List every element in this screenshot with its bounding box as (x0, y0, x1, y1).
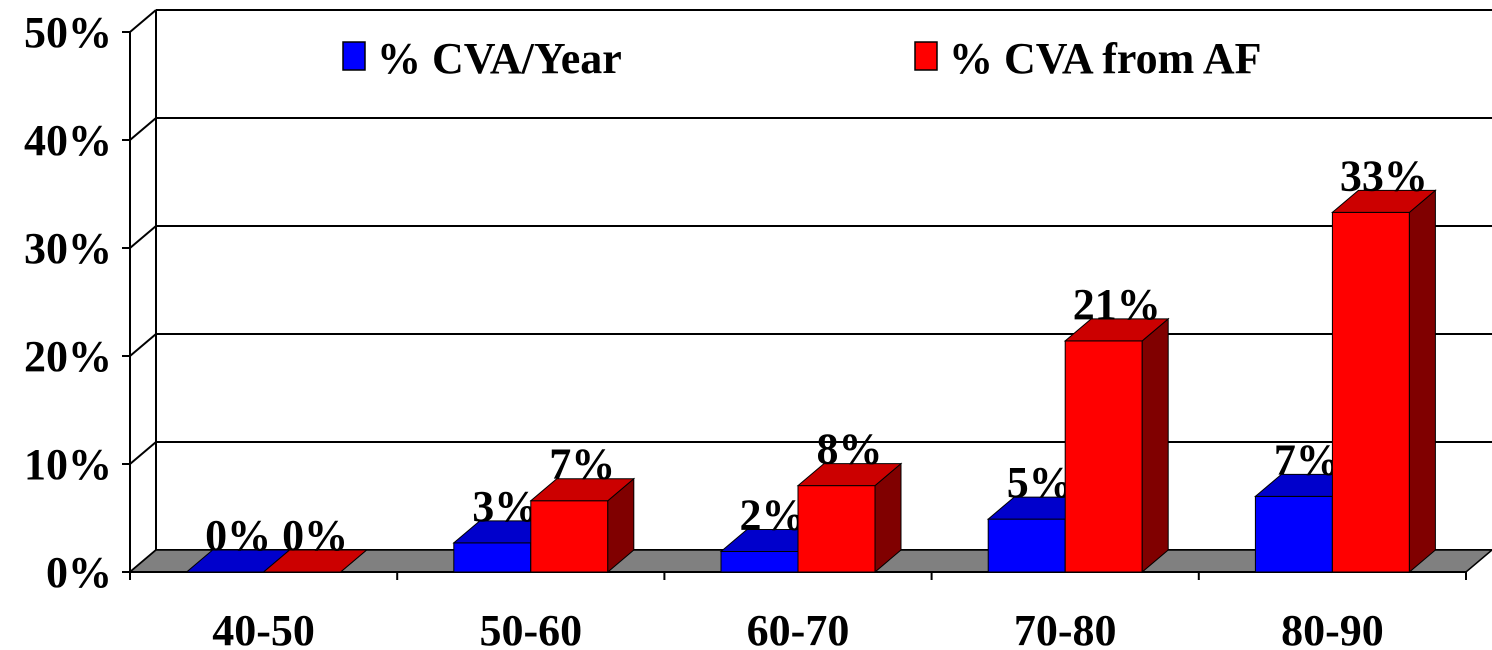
bar (720, 550, 799, 573)
bar-side (1141, 317, 1169, 574)
grid-side (129, 333, 157, 357)
data-label: 7% (1274, 435, 1340, 484)
y-tick-label: 50% (24, 8, 112, 57)
bar-top (262, 549, 368, 573)
data-label: 7% (549, 440, 615, 489)
x-tick-label: 70-80 (1014, 606, 1117, 650)
bar-top (529, 478, 636, 502)
bar-top (796, 463, 903, 487)
x-tick-label: 50-60 (479, 606, 582, 650)
data-label: 0% (282, 511, 348, 560)
bar (797, 485, 876, 573)
data-label: 2% (740, 490, 806, 539)
bar-side (1408, 189, 1436, 574)
data-label: 0% (205, 511, 271, 560)
bar-top (1331, 189, 1437, 213)
grid-side (129, 9, 157, 33)
grid-side (129, 225, 157, 249)
data-label: 8% (817, 425, 883, 474)
data-label: 33% (1340, 151, 1428, 200)
y-tick-label: 30% (24, 224, 112, 273)
bar (987, 518, 1066, 573)
data-label: 5% (1007, 458, 1073, 507)
bar (530, 500, 609, 573)
legend-swatch (342, 41, 366, 71)
data-label: 3% (472, 482, 538, 531)
legend-label: % CVA/Year (377, 34, 622, 83)
x-tick-label: 60-70 (747, 606, 850, 650)
y-tick-label: 20% (24, 332, 112, 381)
legend-label: % CVA from AF (949, 34, 1262, 83)
x-tick-label: 80-90 (1281, 606, 1384, 650)
bar (1254, 495, 1333, 573)
bar (1064, 340, 1143, 573)
legend-swatch (914, 41, 938, 71)
y-tick-label: 10% (24, 440, 112, 489)
bar (453, 542, 532, 573)
bar (1331, 211, 1410, 573)
bar-top (1063, 318, 1170, 342)
y-tick-label: 0% (46, 548, 112, 597)
x-tick-label: 40-50 (212, 606, 315, 650)
y-tick-label: 40% (24, 116, 112, 165)
grid-side (129, 441, 157, 465)
data-label: 21% (1073, 280, 1161, 329)
grid-side (129, 117, 157, 141)
